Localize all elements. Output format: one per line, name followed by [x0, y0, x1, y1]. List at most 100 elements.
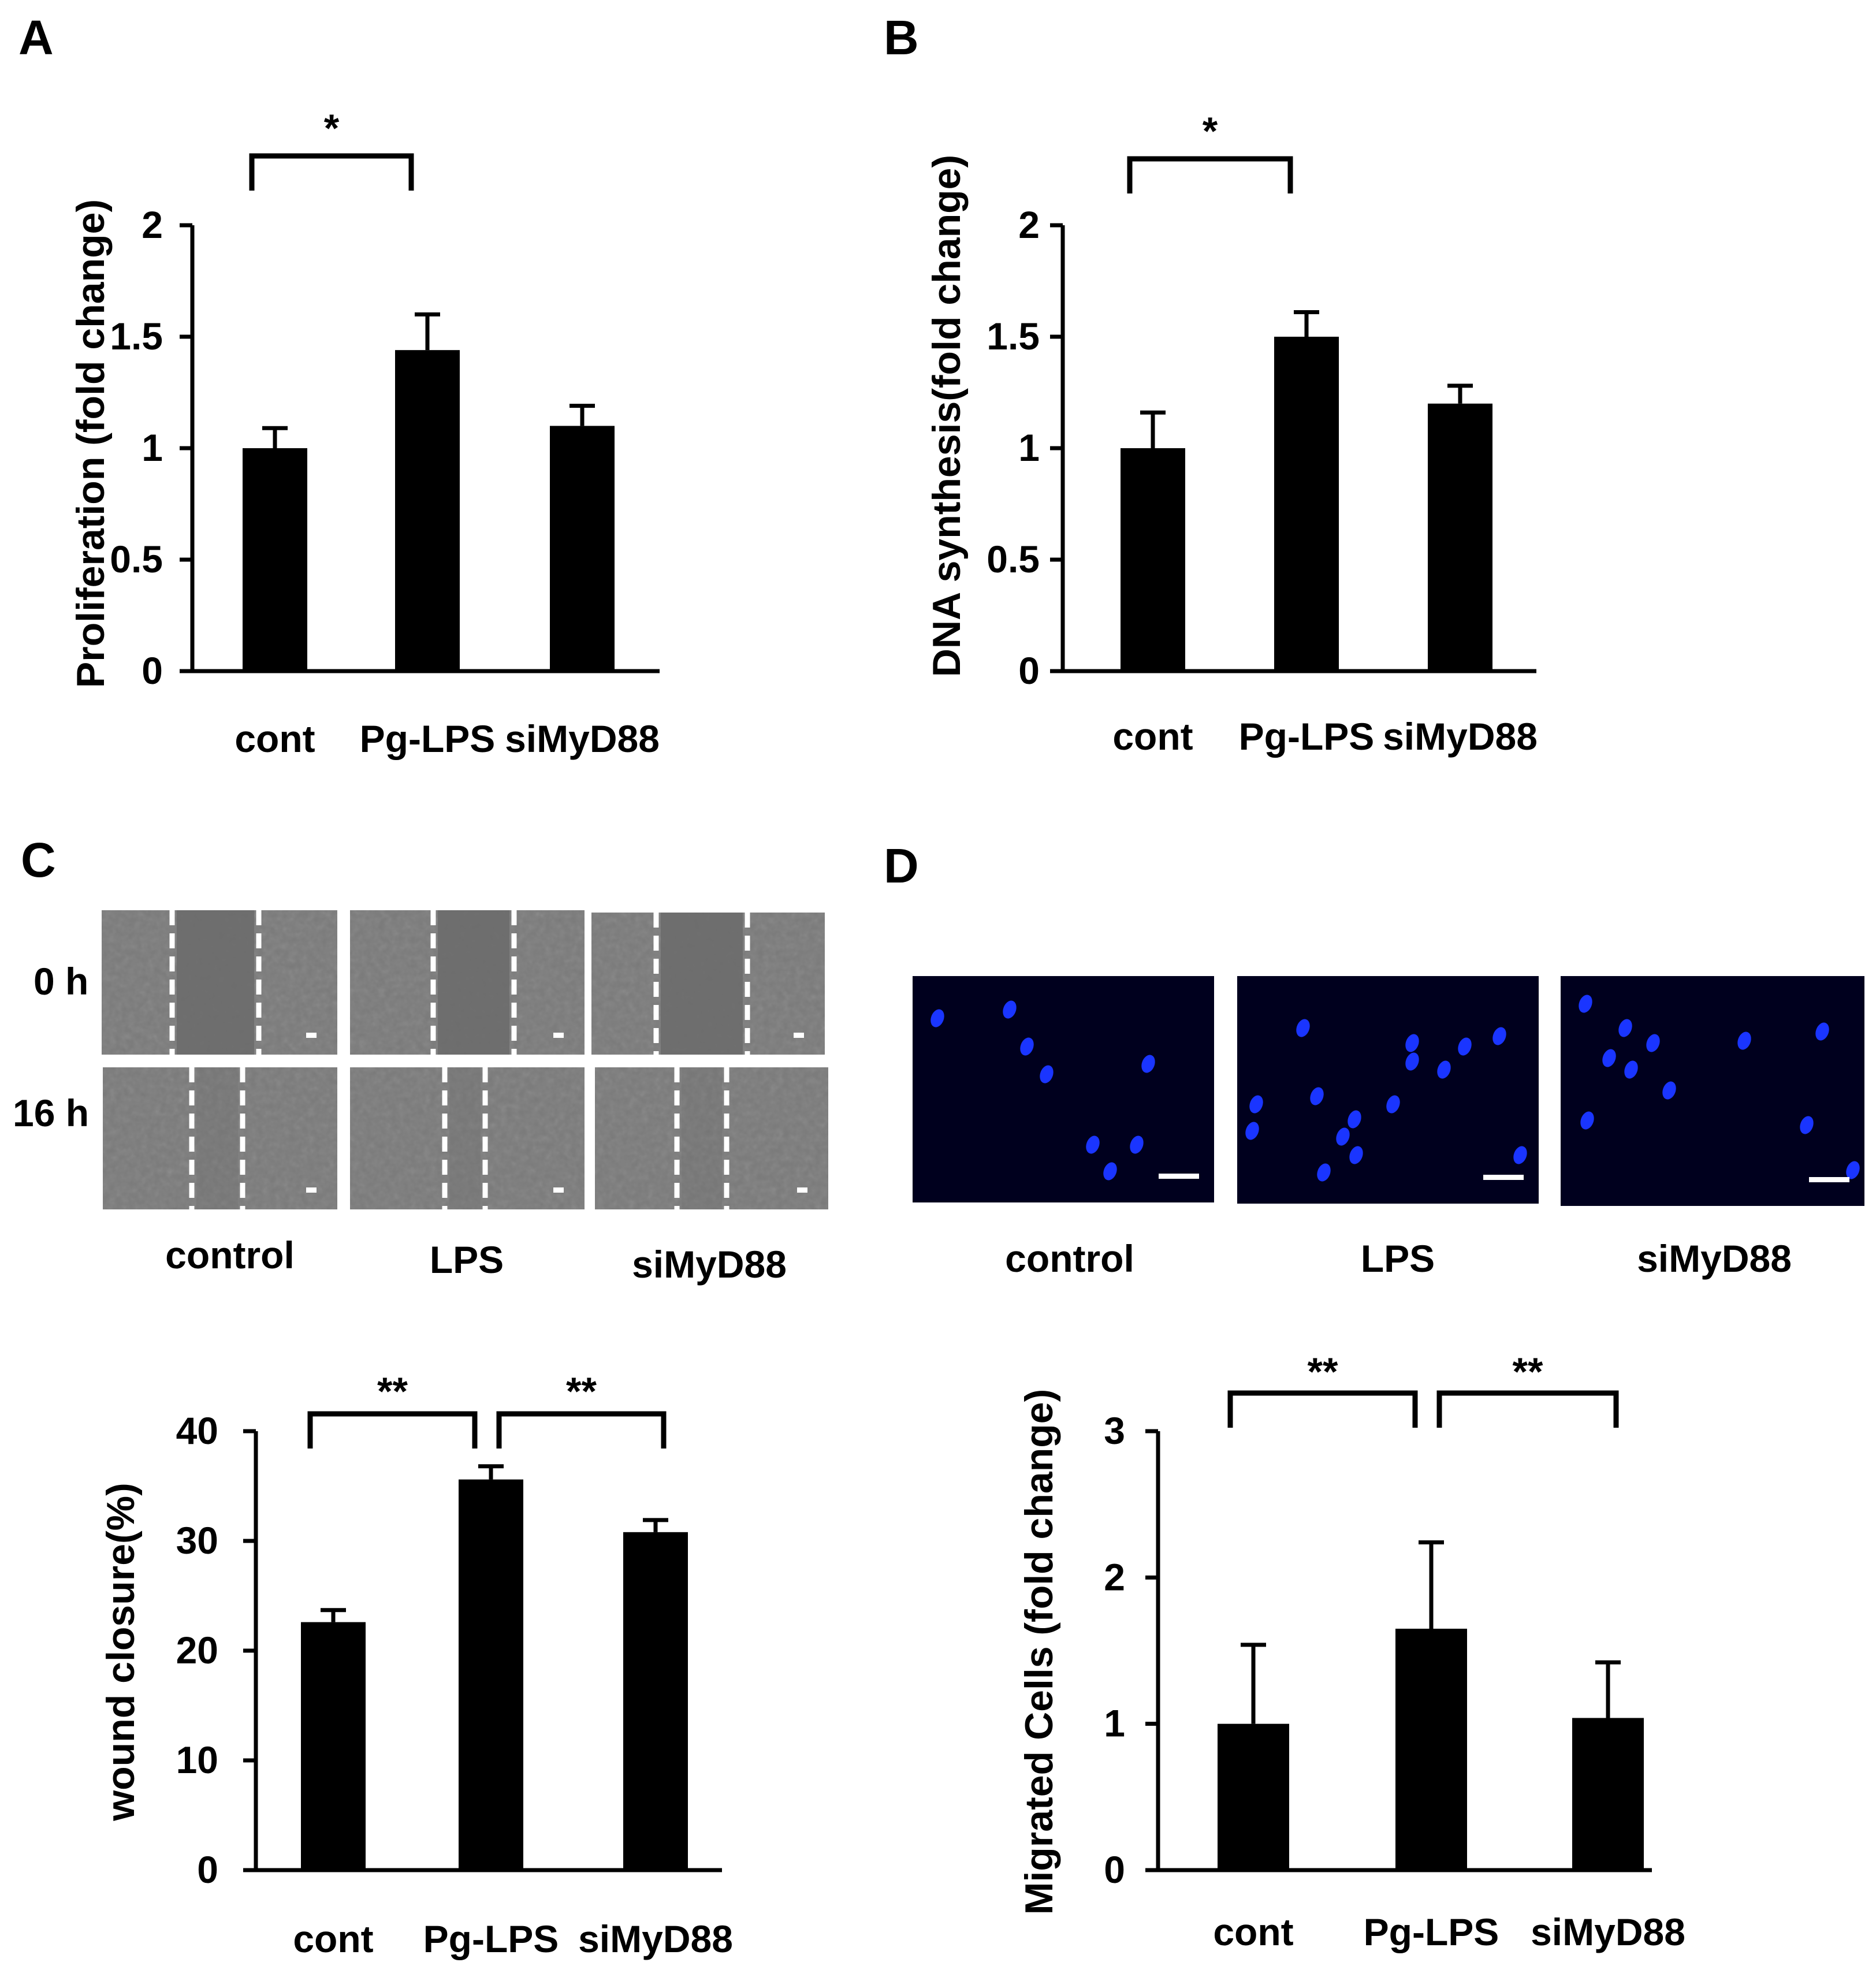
nucleus-0-2 — [1020, 1037, 1034, 1056]
category-label-b-2: siMyD88 — [1383, 715, 1538, 758]
bar-c-2 — [623, 1532, 688, 1870]
nucleus-2-10 — [1846, 1161, 1860, 1179]
nucleus-2-7 — [1662, 1081, 1676, 1100]
y-tick-label-a: 0.5 — [110, 538, 163, 580]
y-axis-label-a: Proliferation (fold change) — [69, 199, 113, 688]
scratch-wound-area-4 — [449, 1067, 481, 1209]
nucleus-0-3 — [1040, 1065, 1054, 1083]
y-tick-label-c: 0 — [197, 1848, 218, 1891]
nucleus-0-7 — [1103, 1162, 1117, 1181]
nucleus-1-10 — [1245, 1122, 1259, 1140]
significance-bracket-d — [1436, 1390, 1619, 1428]
scale-bar-1 — [553, 1033, 564, 1038]
nucleus-1-9 — [1348, 1110, 1361, 1129]
nucleus-1-14 — [1513, 1146, 1527, 1164]
row-label-0h: 0 h — [34, 960, 88, 1003]
row-label-16h: 16 h — [13, 1092, 89, 1134]
nucleus-1-6 — [1249, 1095, 1263, 1114]
scratch-wound-area-5 — [682, 1067, 722, 1209]
y-tick-label-a: 2 — [142, 203, 163, 246]
category-label-c-2: siMyD88 — [578, 1917, 733, 1960]
significance-label-d: ** — [1513, 1350, 1543, 1394]
significance-label-d: ** — [1308, 1350, 1338, 1394]
bar-c-0 — [301, 1622, 366, 1870]
significance-label-b: * — [1203, 109, 1218, 153]
nucleus-2-0 — [1579, 995, 1592, 1013]
nucleus-1-0 — [1296, 1019, 1310, 1037]
fluorescence-scale-bar-0 — [1159, 1174, 1199, 1179]
scratch-wound-area-2 — [661, 913, 743, 1055]
nucleus-0-1 — [1003, 1000, 1017, 1019]
nucleus-1-7 — [1310, 1087, 1324, 1105]
y-tick-label-a: 0 — [142, 649, 163, 692]
panel-label-a: A — [18, 10, 54, 65]
bar-d-2 — [1572, 1718, 1644, 1870]
y-tick-label-d: 0 — [1104, 1848, 1125, 1891]
bar-d-0 — [1218, 1723, 1289, 1870]
y-tick-label-c: 40 — [176, 1409, 218, 1452]
scratch-texture-3 — [103, 1067, 337, 1209]
significance-bracket-c — [496, 1411, 667, 1449]
nucleus-0-6 — [1130, 1135, 1144, 1154]
y-tick-label-b: 1.5 — [987, 315, 1040, 358]
nucleus-2-2 — [1646, 1034, 1660, 1052]
category-label-a-2: siMyD88 — [505, 717, 660, 760]
y-tick-label-c: 30 — [176, 1519, 218, 1562]
nucleus-2-3 — [1602, 1049, 1616, 1067]
nucleus-2-5 — [1737, 1032, 1751, 1050]
migration-label-lps: LPS — [1361, 1237, 1435, 1280]
nucleus-1-4 — [1405, 1052, 1419, 1071]
significance-bracket-d — [1227, 1390, 1418, 1428]
nucleus-1-5 — [1437, 1060, 1451, 1079]
fluorescence-image-1 — [1237, 976, 1539, 1204]
migration-fluorescence-micrographs: control LPS siMyD88 — [913, 976, 1864, 1280]
scale-bar-3 — [306, 1187, 317, 1193]
scratch-wound-area-3 — [196, 1067, 238, 1209]
nucleus-2-6 — [1815, 1022, 1829, 1041]
scale-bar-4 — [553, 1187, 564, 1193]
significance-label-c: ** — [377, 1369, 408, 1413]
dna-synthesis-bar-chart: 0 0.5 1 1.5 2 cont Pg-LPS siMyD88 DNA synthesis(… — [925, 109, 1538, 758]
significance-bracket-a — [249, 153, 414, 191]
category-label-b-1: Pg-LPS — [1239, 715, 1375, 758]
bar-b-0 — [1121, 448, 1185, 671]
bar-a-1 — [395, 350, 460, 671]
nucleus-1-2 — [1492, 1027, 1506, 1045]
scale-bar-0 — [306, 1033, 317, 1038]
scratch-texture-5 — [595, 1067, 828, 1209]
nucleus-0-5 — [1086, 1135, 1100, 1154]
proliferation-bar-chart: 0 0.5 1 1.5 2 cont Pg-LPS siMyD88 Proliferation … — [69, 106, 660, 760]
category-label-c-0: cont — [293, 1917, 373, 1960]
nucleus-2-8 — [1580, 1111, 1594, 1130]
bar-a-0 — [243, 448, 307, 671]
nucleus-2-4 — [1624, 1060, 1638, 1079]
significance-label-a: * — [324, 106, 340, 150]
migration-label-simyd88: siMyD88 — [1637, 1237, 1792, 1280]
scratch-label-lps: LPS — [430, 1238, 504, 1281]
migration-label-control: control — [1005, 1237, 1134, 1280]
category-label-b-0: cont — [1112, 715, 1193, 758]
panel-label-b: B — [884, 10, 919, 65]
y-tick-label-a: 1.5 — [110, 315, 163, 358]
scale-bar-5 — [797, 1187, 807, 1193]
y-axis-label-d: Migrated Cells (fold change) — [1017, 1389, 1061, 1915]
y-tick-label-d: 2 — [1104, 1555, 1125, 1598]
category-label-a-1: Pg-LPS — [360, 717, 496, 760]
bar-a-2 — [550, 426, 615, 671]
significance-label-c: ** — [566, 1369, 597, 1413]
bar-b-2 — [1428, 403, 1492, 671]
y-tick-label-a: 1 — [142, 426, 163, 469]
scratch-assay-micrographs: 0 h 16 h control LPS siMyD88 — [13, 910, 828, 1286]
category-label-d-0: cont — [1213, 1911, 1293, 1953]
wound-closure-bar-chart: 0 10 20 30 40 cont Pg-LPS siMyD88 wound closure(… — [99, 1369, 733, 1960]
nucleus-1-8 — [1386, 1095, 1400, 1114]
scale-bar-2 — [794, 1033, 804, 1038]
scratch-texture-4 — [350, 1067, 585, 1209]
nucleus-2-9 — [1800, 1116, 1814, 1134]
panel-label-d: D — [884, 839, 919, 893]
y-tick-label-b: 1 — [1018, 426, 1040, 469]
fluorescence-scale-bar-1 — [1483, 1175, 1524, 1180]
scratch-label-simyd88: siMyD88 — [632, 1243, 787, 1286]
category-label-c-1: Pg-LPS — [423, 1917, 559, 1960]
